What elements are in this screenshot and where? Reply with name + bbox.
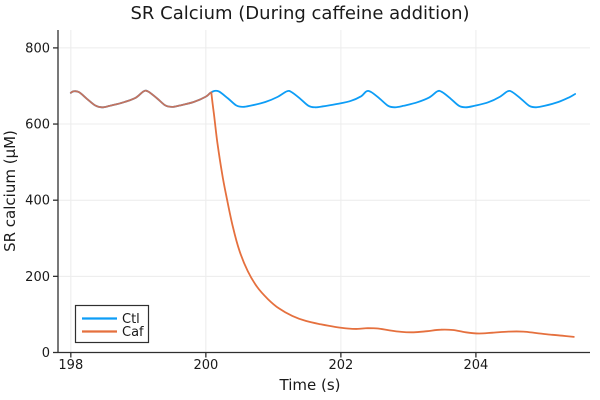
y-tick-label: 0 bbox=[42, 346, 50, 361]
x-axis-label: Time (s) bbox=[279, 376, 341, 394]
y-tick-label: 800 bbox=[25, 41, 50, 56]
x-tick-label: 198 bbox=[58, 358, 83, 373]
y-tick-label: 400 bbox=[25, 194, 50, 209]
caf-line bbox=[210, 91, 575, 338]
y-tick-label: 200 bbox=[25, 270, 50, 285]
chart-title: SR Calcium (During caffeine addition) bbox=[130, 3, 469, 24]
x-tick-label: 200 bbox=[193, 358, 218, 373]
data-series bbox=[69, 89, 576, 338]
y-axis-label: SR calcium (μM) bbox=[1, 130, 19, 252]
axes bbox=[53, 30, 590, 358]
legend-label-caf: Caf bbox=[122, 325, 144, 340]
y-tick-label: 600 bbox=[25, 118, 50, 133]
legend-label-ctl: Ctl bbox=[122, 312, 140, 327]
gridlines bbox=[58, 30, 590, 353]
caf-ctl-overlap-line bbox=[69, 89, 213, 109]
legend-box bbox=[74, 304, 150, 344]
x-tick-label: 204 bbox=[463, 358, 488, 373]
tick-labels: 198 200 202 204 0 200 400 600 800 bbox=[25, 41, 488, 373]
x-tick-label: 202 bbox=[328, 358, 353, 373]
legend: Ctl Caf bbox=[74, 304, 150, 344]
